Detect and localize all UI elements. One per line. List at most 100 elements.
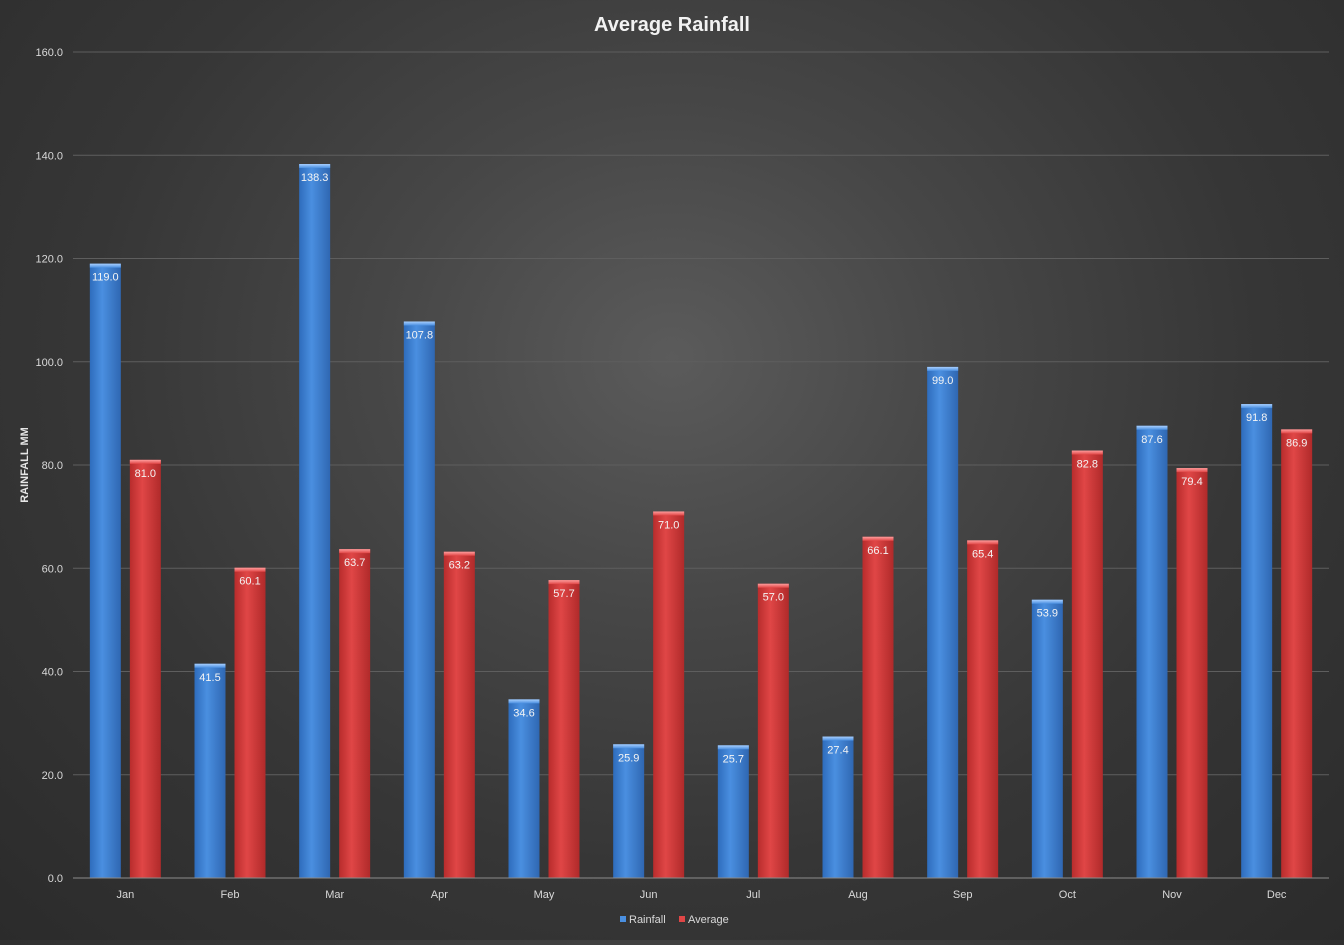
bar-average [862,536,894,878]
x-tick-label: Jul [746,889,760,901]
bar-cap-rainfall [1031,599,1063,604]
x-tick-label: Jan [116,889,134,901]
x-axis-ticks: Jan Feb Mar Apr May Jun Jul Aug Sep Oct Nov Dec [116,889,1286,901]
y-tick-label: 120.0 [35,254,63,266]
bar-average [129,459,161,878]
data-label-average: 82.8 [1077,459,1098,471]
data-label-rainfall: 91.8 [1246,412,1267,424]
data-label-average: 57.0 [763,592,784,604]
bar-average [548,580,580,878]
bar-cap-rainfall [403,321,435,326]
bar-cap-average [548,580,580,585]
data-label-average: 63.2 [449,560,470,572]
legend: Rainfall Average [620,914,729,926]
y-tick-label: 100.0 [35,357,63,369]
bar-average [967,540,999,878]
bar-cap-rainfall [927,366,959,371]
bar-cap-rainfall [1241,404,1273,409]
bar-cap-average [1176,468,1208,473]
bar-average [1281,429,1313,878]
bar-average [1176,468,1208,878]
bar-average [653,511,685,878]
bar-cap-rainfall [717,745,749,750]
legend-item-rainfall: Rainfall [620,914,666,926]
data-label-rainfall: 87.6 [1141,434,1162,446]
legend-label-average: Average [688,914,729,926]
y-tick-label: 160.0 [35,47,63,59]
data-label-rainfall: 25.7 [723,753,744,765]
data-label-average: 65.4 [972,548,993,560]
x-tick-label: May [534,889,555,901]
bar-cap-average [443,551,475,556]
bar-rainfall [194,663,226,878]
bar-cap-average [967,540,999,545]
data-label-rainfall: 119.0 [92,272,119,284]
x-tick-label: Dec [1267,889,1287,901]
x-tick-label: Apr [431,889,448,901]
data-labels: 119.0 81.0 41.5 60.1 138.3 63.7 107.8 63.2 34.6 5… [92,172,1307,765]
data-label-average: 60.1 [239,576,260,588]
data-label-rainfall: 27.4 [827,745,848,757]
bar-average [339,549,371,878]
bar-rainfall [717,745,749,878]
data-label-average: 81.0 [135,468,156,480]
bar-rainfall [1241,404,1273,878]
data-label-average: 79.4 [1181,476,1202,488]
data-label-rainfall: 53.9 [1037,608,1058,620]
data-label-average: 57.7 [553,588,574,600]
bar-cap-rainfall [613,744,645,749]
bar-cap-rainfall [89,263,121,268]
bar-rainfall [89,263,121,879]
legend-item-average: Average [679,914,729,926]
bar-cap-average [1281,429,1313,434]
bar-cap-rainfall [822,736,854,741]
x-tick-label: Nov [1162,889,1182,901]
bar-rainfall [1031,599,1063,878]
bar-cap-rainfall [508,699,540,704]
y-tick-label: 80.0 [42,460,63,472]
data-label-rainfall: 34.6 [513,707,534,719]
bar-average [234,567,266,878]
bar-rainfall [403,321,435,878]
x-tick-label: Jun [640,889,658,901]
bar-cap-average [757,583,789,588]
data-label-average: 86.9 [1286,437,1307,449]
x-tick-label: Feb [221,889,240,901]
bar-average [443,551,475,878]
bar-cap-average [653,511,685,516]
bar-cap-average [862,536,894,541]
chart-title: Average Rainfall [594,14,750,36]
legend-swatch-rainfall [620,916,626,922]
data-label-average: 63.7 [344,557,365,569]
y-tick-label: 60.0 [42,563,63,575]
bar-cap-rainfall [194,663,226,668]
bar-rainfall [1136,425,1168,878]
y-tick-label: 40.0 [42,667,63,679]
y-tick-label: 140.0 [35,150,63,162]
x-tick-label: Sep [953,889,973,901]
data-label-rainfall: 107.8 [406,329,434,341]
bar-rainfall [822,736,854,878]
bar-rainfall [299,164,331,878]
data-label-average: 66.1 [867,545,888,557]
legend-swatch-average [679,916,685,922]
bar-cap-average [129,459,161,464]
gridlines [73,51,1329,776]
bar-cap-rainfall [1136,425,1168,430]
bar-rainfall [508,699,540,878]
x-tick-label: Mar [325,889,344,901]
bar-average [1071,450,1103,878]
data-label-rainfall: 99.0 [932,375,953,387]
bar-rainfall [613,744,645,878]
x-tick-label: Aug [848,889,868,901]
bar-cap-rainfall [299,164,331,169]
y-axis-label: RAINFALL MM [19,427,31,503]
legend-label-rainfall: Rainfall [629,914,666,926]
bar-cap-average [339,549,371,554]
bar-rainfall [927,366,959,878]
bar-cap-average [234,567,266,572]
data-label-rainfall: 138.3 [301,172,329,184]
bars [89,164,1313,879]
